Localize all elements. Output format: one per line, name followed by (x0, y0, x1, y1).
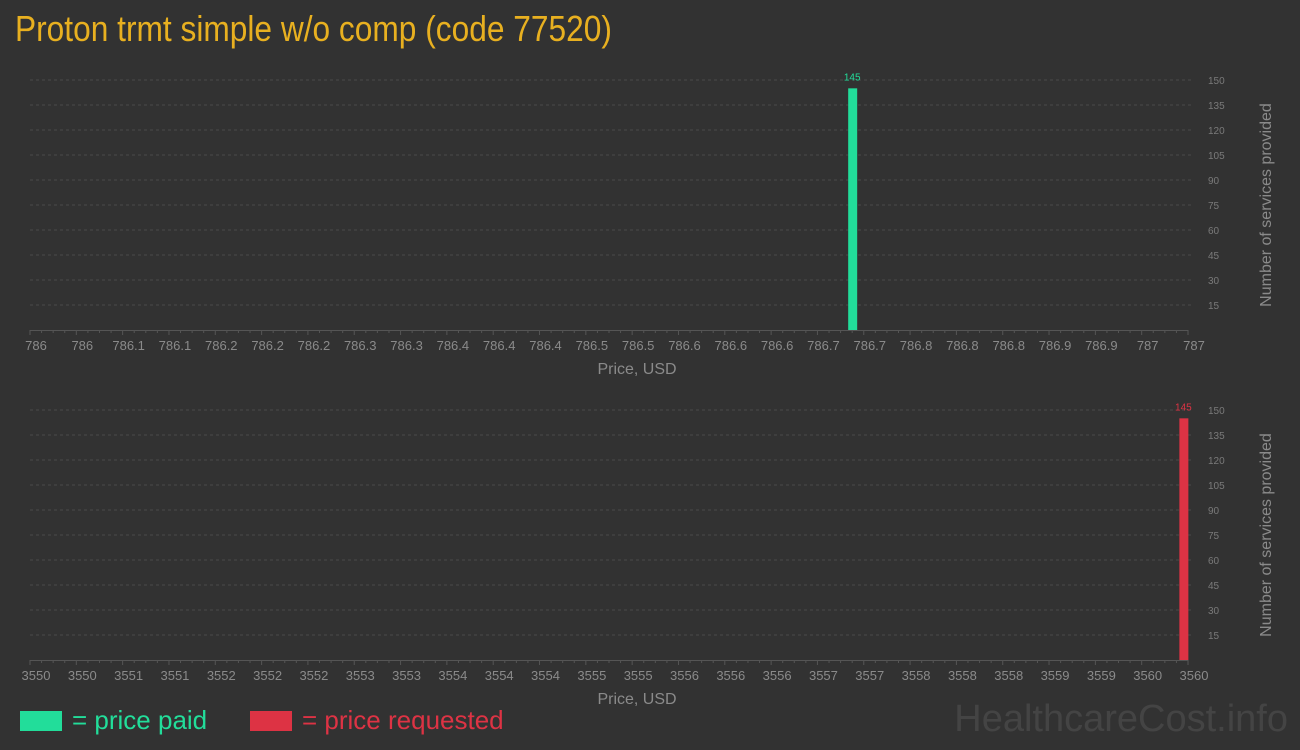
y-tick-label: 120 (1208, 126, 1225, 137)
x-tick-label: 3559 (1087, 668, 1116, 683)
x-tick-label: 786.8 (900, 338, 933, 353)
y-tick-label: 150 (1208, 76, 1225, 87)
y-tick-label: 135 (1208, 101, 1225, 112)
y-tick-label: 105 (1208, 151, 1225, 162)
x-tick-label: 786.3 (390, 338, 423, 353)
x-tick-label: 3554 (438, 668, 467, 683)
x-tick-label: 786.1 (159, 338, 192, 353)
x-tick-label: 786.6 (761, 338, 794, 353)
x-tick-label: 786 (71, 338, 93, 353)
x-tick-label: 787 (1137, 338, 1159, 353)
y-tick-label: 90 (1208, 506, 1220, 517)
x-tick-label: 786.2 (298, 338, 331, 353)
x-tick-label: 786.4 (483, 338, 516, 353)
x-tick-label: 3559 (1041, 668, 1070, 683)
y-tick-label: 135 (1208, 431, 1225, 442)
y-tick-label: 45 (1208, 581, 1220, 592)
y-tick-label: 60 (1208, 556, 1220, 567)
x-tick-label: 786.2 (251, 338, 284, 353)
watermark: HealthcareCost.info (954, 698, 1288, 740)
y-tick-label: 90 (1208, 176, 1220, 187)
x-tick-label: 3554 (531, 668, 560, 683)
y-tick-label: 105 (1208, 481, 1225, 492)
x-tick-label: 786.9 (1039, 338, 1072, 353)
x-tick-label: 3557 (855, 668, 884, 683)
y-tick-label: 45 (1208, 251, 1220, 262)
x-tick-label: 3554 (485, 668, 514, 683)
y-tick-label: 15 (1208, 301, 1220, 312)
x-tick-label: 3552 (253, 668, 282, 683)
x-tick-label: 787 (1183, 338, 1205, 353)
x-axis-label: Price, USD (597, 361, 676, 378)
bar (848, 88, 858, 330)
x-tick-label: 786.3 (344, 338, 377, 353)
x-tick-label: 3551 (160, 668, 189, 683)
x-tick-label: 3560 (1133, 668, 1162, 683)
x-tick-label: 3556 (763, 668, 792, 683)
x-tick-label: 786.5 (622, 338, 655, 353)
x-tick-label: 786.9 (1085, 338, 1118, 353)
x-tick-label: 3556 (670, 668, 699, 683)
legend-price-paid: = price paid (20, 705, 207, 736)
x-tick-label: 786.8 (992, 338, 1025, 353)
legend-label-paid: = price paid (72, 705, 208, 735)
x-tick-label: 786 (25, 338, 47, 353)
x-tick-label: 3555 (577, 668, 606, 683)
y-tick-label: 15 (1208, 631, 1220, 642)
x-tick-label: 3550 (22, 668, 51, 683)
y-tick-label: 30 (1208, 606, 1220, 617)
y-tick-label: 30 (1208, 276, 1220, 287)
legend-swatch-paid (20, 710, 62, 731)
x-axis-label: Price, USD (597, 691, 676, 708)
x-tick-label: 3555 (624, 668, 653, 683)
x-tick-label: 3553 (346, 668, 375, 683)
y-tick-label: 75 (1208, 531, 1220, 542)
x-tick-label: 786.7 (853, 338, 886, 353)
x-tick-label: 3557 (809, 668, 838, 683)
x-tick-label: 786.7 (807, 338, 840, 353)
bar-value-label: 145 (1175, 402, 1192, 413)
x-tick-label: 3552 (207, 668, 236, 683)
x-tick-label: 786.4 (529, 338, 562, 353)
x-tick-label: 786.5 (576, 338, 609, 353)
y-axis-label: Number of services provided (1258, 433, 1275, 637)
x-tick-label: 3558 (902, 668, 931, 683)
x-tick-label: 3556 (716, 668, 745, 683)
x-tick-label: 3551 (114, 668, 143, 683)
legend-price-requested: = price requested (250, 705, 504, 736)
bar (1179, 418, 1189, 660)
x-tick-label: 3550 (68, 668, 97, 683)
y-axis-label: Number of services provided (1258, 103, 1275, 307)
bar-value-label: 145 (844, 72, 861, 83)
x-tick-label: 786.1 (112, 338, 145, 353)
y-tick-label: 60 (1208, 226, 1220, 237)
x-tick-label: 3552 (299, 668, 328, 683)
x-tick-label: 3560 (1180, 668, 1209, 683)
legend-label-requested: = price requested (302, 705, 504, 735)
x-tick-label: 3558 (994, 668, 1023, 683)
legend-swatch-requested (250, 710, 292, 731)
x-tick-label: 786.6 (668, 338, 701, 353)
x-tick-label: 786.8 (946, 338, 979, 353)
y-tick-label: 75 (1208, 201, 1220, 212)
x-tick-label: 786.4 (437, 338, 470, 353)
x-tick-label: 3553 (392, 668, 421, 683)
y-tick-label: 150 (1208, 406, 1225, 417)
x-tick-label: 786.6 (715, 338, 748, 353)
y-tick-label: 120 (1208, 456, 1225, 467)
x-tick-label: 786.2 (205, 338, 238, 353)
chart-title: Proton trmt simple w/o comp (code 77520) (15, 8, 612, 49)
x-tick-label: 3558 (948, 668, 977, 683)
